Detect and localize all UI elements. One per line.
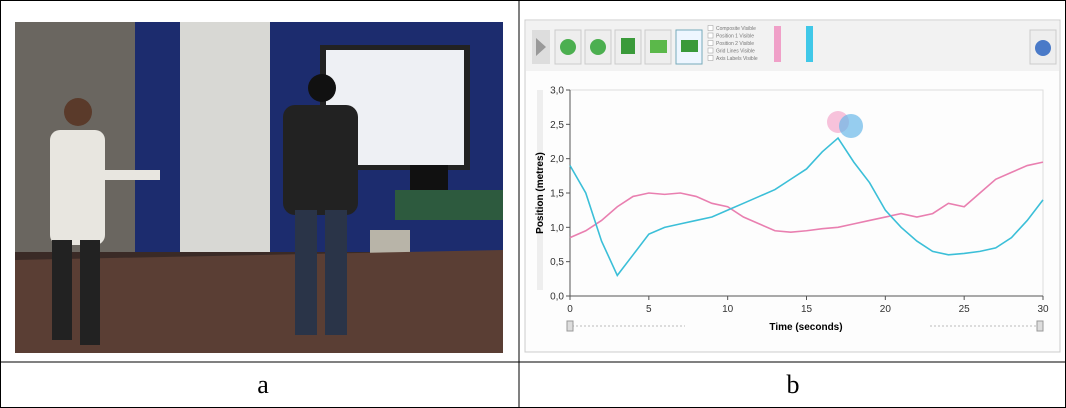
page: a b [0, 0, 1066, 408]
y-tick-label: 3,0 [550, 86, 564, 97]
checkbox-label: Position 2 Visible [716, 41, 754, 47]
x-tick-label: 5 [646, 304, 652, 315]
slider-handle[interactable] [1037, 321, 1043, 331]
panel-label: b [787, 370, 800, 399]
y-tick-label: 1,0 [550, 223, 564, 234]
checkbox-label: Position 1 Visible [716, 33, 754, 39]
checkbox[interactable] [708, 41, 713, 46]
y-tick-label: 1,5 [550, 189, 564, 200]
checkbox[interactable] [708, 56, 713, 61]
slider-handle[interactable] [567, 321, 573, 331]
app-window: Time (seconds) Position (metres) [525, 20, 1060, 352]
panel-label: a [257, 370, 269, 399]
x-axis-title: Time (seconds) [769, 322, 842, 333]
checkbox-label: Grid Lines Visible [716, 48, 755, 54]
figure: a b [0, 0, 1066, 408]
checkbox[interactable] [708, 26, 713, 31]
y-tick-label: 0,0 [550, 292, 564, 303]
y-tick-label: 0,5 [550, 257, 564, 268]
x-tick-label: 25 [959, 304, 971, 315]
cursor-2 [839, 114, 863, 138]
y-tick-label: 2,0 [550, 154, 564, 165]
checkbox-label: Axis Labels Visible [716, 56, 758, 62]
x-tick-label: 30 [1037, 304, 1049, 315]
swatch [774, 26, 781, 62]
photo [15, 22, 503, 353]
x-tick-label: 15 [801, 304, 813, 315]
swatch [806, 26, 813, 62]
x-tick-label: 0 [567, 304, 573, 315]
checkbox-label: Composite Visible [716, 26, 756, 32]
x-tick-label: 10 [722, 304, 734, 315]
y-axis-title: Position (metres) [535, 152, 546, 234]
y-tick-label: 2,5 [550, 120, 564, 131]
checkbox[interactable] [708, 48, 713, 53]
checkbox[interactable] [708, 33, 713, 38]
x-tick-label: 20 [880, 304, 892, 315]
